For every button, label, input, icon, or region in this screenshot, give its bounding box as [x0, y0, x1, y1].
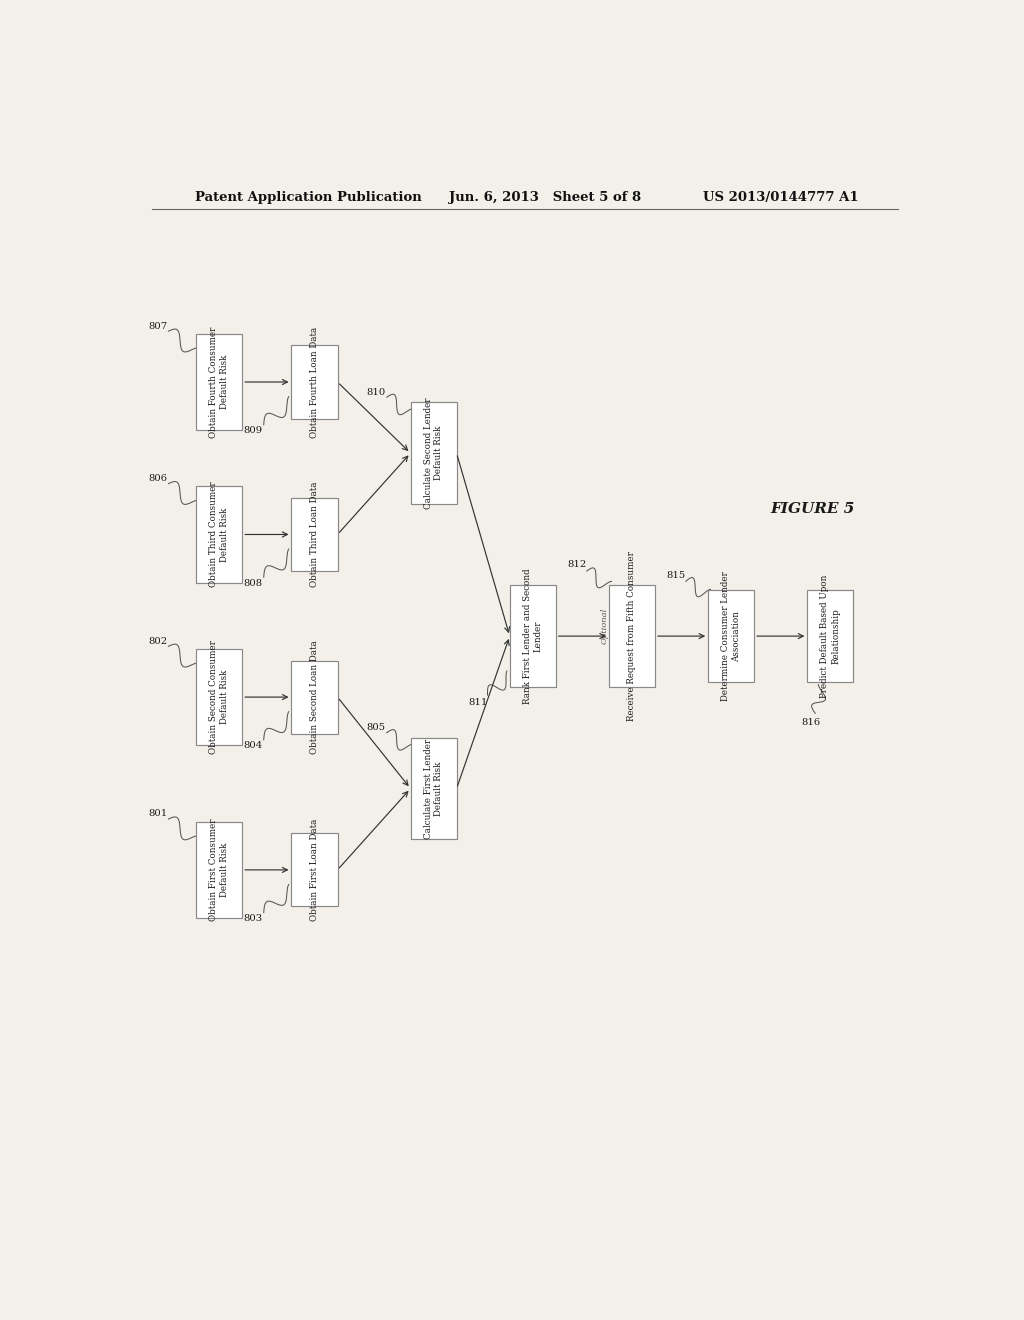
- Text: US 2013/0144777 A1: US 2013/0144777 A1: [703, 191, 859, 205]
- Bar: [609, 585, 655, 686]
- Bar: [709, 590, 754, 682]
- Text: Obtain Fourth Consumer
Default Risk: Obtain Fourth Consumer Default Risk: [209, 326, 229, 438]
- Text: Patent Application Publication: Patent Application Publication: [196, 191, 422, 205]
- Text: Obtain Third Consumer
Default Risk: Obtain Third Consumer Default Risk: [209, 482, 229, 587]
- Bar: [807, 590, 853, 682]
- Bar: [197, 334, 243, 430]
- Text: Determine Consumer Lender
Association: Determine Consumer Lender Association: [721, 572, 741, 701]
- Bar: [197, 649, 243, 746]
- Text: 811: 811: [468, 698, 487, 706]
- Text: Optional: Optional: [601, 607, 609, 644]
- Text: 802: 802: [148, 636, 168, 645]
- Bar: [292, 660, 338, 734]
- Bar: [292, 346, 338, 418]
- Text: 810: 810: [367, 388, 386, 397]
- Text: 804: 804: [244, 742, 263, 750]
- Text: Receive Request from Fifth Consumer: Receive Request from Fifth Consumer: [628, 552, 637, 721]
- Text: 809: 809: [244, 426, 263, 436]
- Bar: [510, 585, 556, 686]
- Text: 808: 808: [244, 578, 263, 587]
- Text: Obtain First Consumer
Default Risk: Obtain First Consumer Default Risk: [209, 818, 229, 921]
- Text: Rank First Lender and Second
Lender: Rank First Lender and Second Lender: [523, 569, 543, 704]
- Text: 812: 812: [567, 561, 587, 569]
- Text: Obtain First Loan Data: Obtain First Loan Data: [310, 818, 319, 921]
- Text: Calculate First Lender
Default Risk: Calculate First Lender Default Risk: [424, 738, 443, 838]
- Text: Obtain Second Consumer
Default Risk: Obtain Second Consumer Default Risk: [209, 640, 229, 754]
- Text: 805: 805: [367, 723, 386, 733]
- Text: Obtain Third Loan Data: Obtain Third Loan Data: [310, 482, 319, 587]
- Text: Predict Default Based Upon
Relationship: Predict Default Based Upon Relationship: [820, 574, 841, 698]
- Bar: [197, 821, 243, 919]
- Bar: [292, 833, 338, 907]
- Text: Jun. 6, 2013   Sheet 5 of 8: Jun. 6, 2013 Sheet 5 of 8: [450, 191, 641, 205]
- Text: 815: 815: [667, 570, 686, 579]
- Text: Obtain Second Loan Data: Obtain Second Loan Data: [310, 640, 319, 754]
- Text: 806: 806: [148, 474, 168, 483]
- Text: 803: 803: [244, 915, 263, 923]
- Text: 807: 807: [148, 322, 168, 330]
- Text: Obtain Fourth Loan Data: Obtain Fourth Loan Data: [310, 326, 319, 438]
- Text: 801: 801: [148, 809, 168, 818]
- Bar: [411, 403, 457, 504]
- Bar: [411, 738, 457, 840]
- Text: Calculate Second Lender
Default Risk: Calculate Second Lender Default Risk: [424, 397, 443, 510]
- Bar: [292, 498, 338, 572]
- Bar: [197, 486, 243, 582]
- Text: 816: 816: [801, 718, 820, 727]
- Text: FIGURE 5: FIGURE 5: [771, 502, 855, 516]
